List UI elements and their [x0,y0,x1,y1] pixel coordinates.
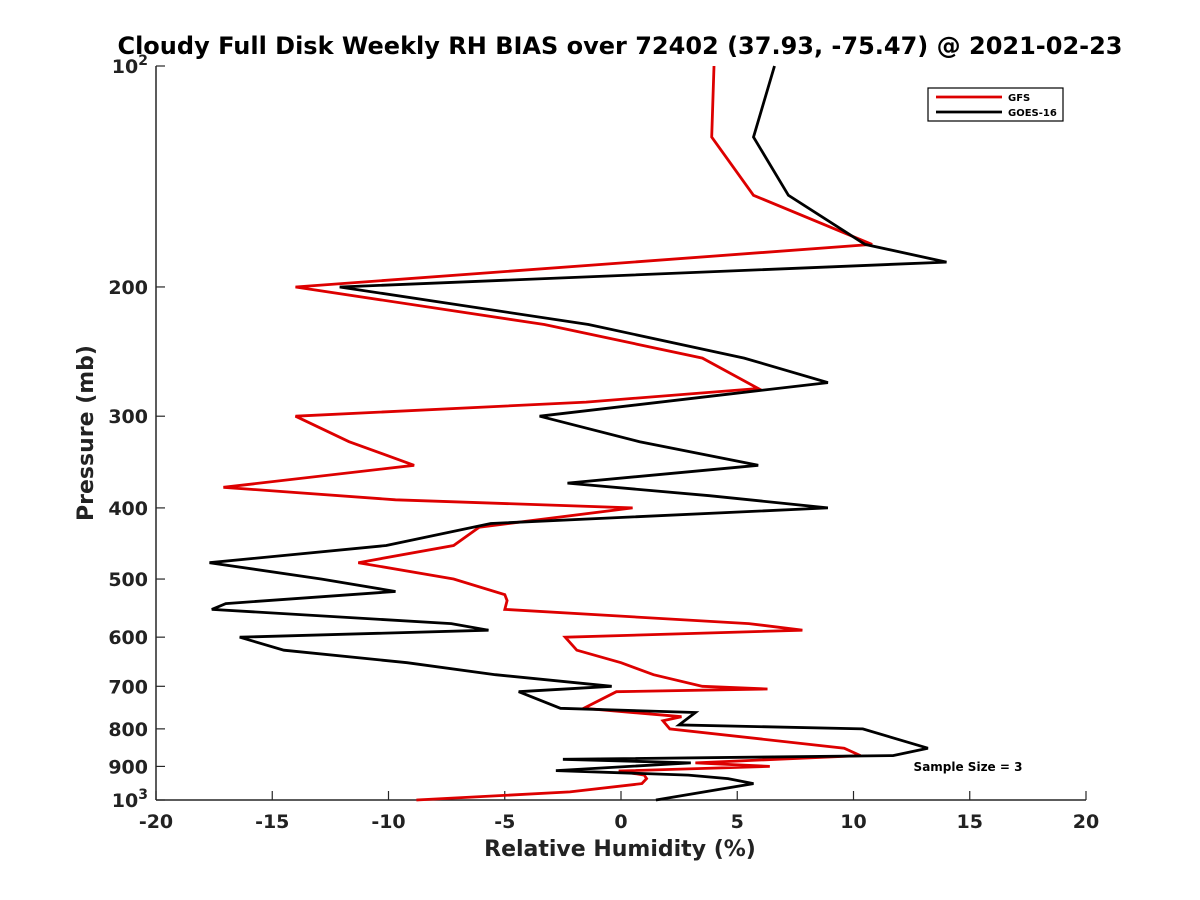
y-tick-label: 400 [108,498,148,520]
x-tick-label: -15 [255,811,289,833]
x-tick-label: -10 [371,811,405,833]
y-tick-label: 700 [108,676,148,698]
legend-box [927,87,1064,122]
sample-size-annotation: Sample Size = 3 [914,760,1023,774]
chart-title: Cloudy Full Disk Weekly RH BIAS over 724… [117,32,1122,60]
y-tick-label: 800 [108,719,148,741]
y-tick-label: 102 [112,53,148,78]
y-tick-label: 103 [112,787,148,812]
x-tick-label: -5 [494,811,515,833]
x-tick-label: 5 [731,811,744,833]
x-tick-label: 15 [957,811,983,833]
x-axis-label: Relative Humidity (%) [484,837,756,862]
y-tick-label: 300 [108,406,148,428]
plot-lines [209,65,947,802]
x-tick-label: 20 [1073,811,1099,833]
y-tick-label: 600 [108,627,148,649]
y-axis-label: Pressure (mb) [74,345,99,521]
y-tick-label: 200 [108,277,148,299]
tick-labels: -20 -15 -10 -5 0 5 10 15 20 102 200 300 400 500 600 700… [108,53,1099,833]
y-tick-label: 900 [108,756,148,778]
legend-label-goes-16: GOES-16 [1008,108,1057,119]
axes [155,65,1087,801]
legend: GFS GOES-16 [927,87,1064,122]
series-line-gfs [223,65,873,802]
x-tick-label: -20 [139,811,173,833]
y-tick-label: 500 [108,569,148,591]
x-tick-label: 10 [840,811,866,833]
legend-label-gfs: GFS [1008,93,1030,104]
x-tick-label: 0 [614,811,627,833]
series-line-goes-16 [209,65,947,802]
